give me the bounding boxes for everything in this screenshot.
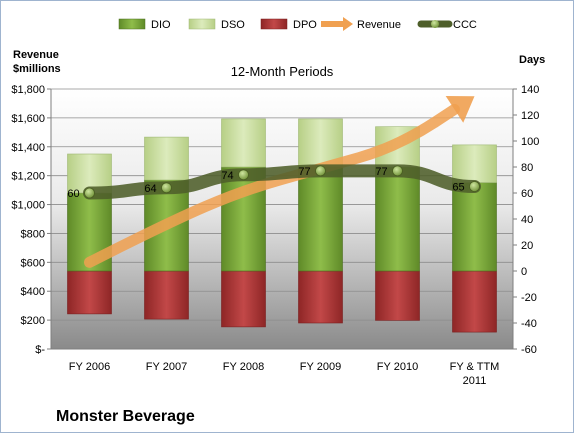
- dso-bar: [221, 118, 266, 168]
- ccc-point: [469, 181, 480, 192]
- right-tick-label: 20: [521, 240, 533, 252]
- right-tick-label: 100: [521, 136, 539, 148]
- left-axis-title: Revenue: [13, 49, 59, 61]
- dio-bar: [452, 182, 497, 272]
- ccc-line: [83, 164, 481, 200]
- dpo-bar: [298, 270, 343, 324]
- left-tick-label: $-: [35, 344, 45, 356]
- legend-item: Revenue: [321, 17, 401, 31]
- right-tick-label: -60: [521, 344, 537, 356]
- x-tick-label: FY 2008: [223, 361, 264, 373]
- left-tick-label: $200: [21, 315, 45, 327]
- x-tick-label: 2011: [463, 375, 487, 387]
- dso-bar: [452, 144, 497, 183]
- legend-swatch-ccc-dot: [431, 20, 439, 28]
- dso-bar: [144, 136, 189, 181]
- left-axis-title: $millions: [13, 63, 61, 75]
- x-tick-label: FY 2007: [146, 361, 187, 373]
- legend-swatch-revenue-head: [343, 17, 353, 31]
- x-tick-label: FY 2010: [377, 361, 418, 373]
- legend-item: DIO: [118, 18, 171, 31]
- right-tick-label: 40: [521, 214, 533, 226]
- dio-bar: [375, 166, 420, 272]
- left-tick-label: $1,200: [11, 171, 45, 183]
- legend-swatch-dpo: [260, 18, 288, 30]
- dpo-bar: [67, 270, 112, 315]
- right-axis-title: Days: [519, 54, 545, 66]
- left-tick-label: $600: [21, 257, 45, 269]
- revenue-arrowhead: [445, 96, 475, 123]
- ccc-point: [315, 165, 326, 177]
- ccc-data-label: 60: [67, 188, 79, 200]
- legend-label: DPO: [293, 19, 317, 31]
- legend-label: DIO: [151, 19, 171, 31]
- legend-item: DPO: [260, 18, 317, 31]
- legend-label: DSO: [221, 19, 245, 31]
- dpo-bar: [452, 270, 497, 333]
- left-tick-label: $400: [21, 286, 45, 298]
- ccc-point: [161, 182, 172, 194]
- chart-title: 12-Month Periods: [231, 64, 334, 79]
- right-tick-label: 0: [521, 266, 527, 278]
- x-tick-label: FY 2009: [300, 361, 341, 373]
- left-tick-label: $1,600: [11, 113, 45, 125]
- left-tick-label: $800: [21, 228, 45, 240]
- ccc-data-label: 77: [298, 166, 310, 178]
- dpo-bar: [144, 270, 189, 320]
- ccc-point: [392, 165, 403, 177]
- right-tick-label: 140: [521, 84, 539, 96]
- legend-item: DSO: [188, 18, 245, 31]
- right-tick-label: -20: [521, 292, 537, 304]
- dpo-bar: [375, 270, 420, 321]
- left-tick-label: $1,800: [11, 84, 45, 96]
- legend-swatch-dso: [188, 18, 216, 30]
- legend-item: CCC: [417, 19, 477, 31]
- ccc-point: [84, 187, 95, 199]
- legend-label: Revenue: [357, 19, 401, 31]
- plot-area: [51, 89, 513, 349]
- dpo-bar: [221, 270, 266, 328]
- ccc-data-label: 74: [221, 170, 233, 182]
- right-tick-label: 80: [521, 162, 533, 174]
- ccc-data-label: 64: [144, 183, 156, 195]
- left-tick-label: $1,000: [11, 200, 45, 212]
- dio-bar: [298, 166, 343, 272]
- x-tick-label: FY & TTM: [450, 361, 500, 373]
- x-tick-label: FY 2006: [69, 361, 110, 373]
- right-tick-label: 60: [521, 188, 533, 200]
- legend-label: CCC: [453, 19, 477, 31]
- ccc-point: [238, 169, 249, 181]
- left-tick-label: $1,400: [11, 142, 45, 154]
- right-tick-label: -40: [521, 318, 537, 330]
- ccc-data-label: 65: [452, 182, 464, 194]
- ccc-data-label: 77: [375, 166, 387, 178]
- company-name: Monster Beverage: [56, 408, 195, 425]
- legend-swatch-dio: [118, 18, 146, 30]
- right-tick-label: 120: [521, 110, 539, 122]
